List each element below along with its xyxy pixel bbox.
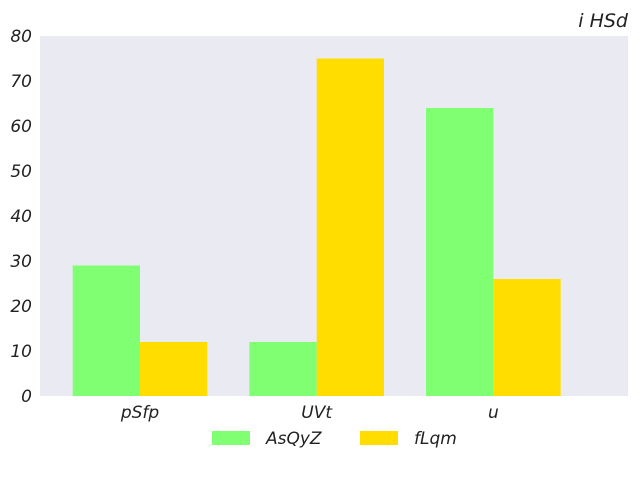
legend-label-AsQyZ: AsQyZ [265, 429, 322, 449]
y-tick-label: 0 [21, 387, 32, 407]
y-tick-label: 10 [10, 342, 32, 362]
x-tick-label: pSfp [120, 403, 160, 423]
y-tick-label: 20 [10, 297, 32, 317]
bar-AsQyZ-pSfp [72, 265, 140, 396]
bar-fLqm-pSfp [140, 342, 208, 396]
x-axis-ticks: pSfp UVt u [120, 403, 499, 423]
bar-fLqm-UVt [316, 58, 384, 396]
bar-AsQyZ-UVt [249, 342, 317, 396]
legend: AsQyZ fLqm [212, 429, 457, 449]
y-axis-ticks: 0 10 20 30 40 50 60 70 80 [10, 27, 32, 407]
legend-swatch-AsQyZ [212, 431, 250, 445]
chart-title: i HSd [578, 10, 629, 32]
y-tick-label: 60 [10, 117, 32, 137]
y-tick-label: 30 [10, 252, 32, 272]
bar-AsQyZ-u [426, 108, 494, 396]
x-tick-label: UVt [301, 403, 333, 423]
bars-layer [72, 58, 561, 396]
y-tick-label: 50 [10, 162, 32, 182]
legend-label-fLqm: fLqm [414, 429, 457, 449]
bar-fLqm-u [493, 279, 561, 396]
x-tick-label: u [488, 403, 499, 423]
y-tick-label: 40 [10, 207, 32, 227]
y-tick-label: 80 [10, 27, 32, 47]
y-tick-label: 70 [10, 72, 32, 92]
legend-swatch-fLqm [360, 431, 398, 445]
